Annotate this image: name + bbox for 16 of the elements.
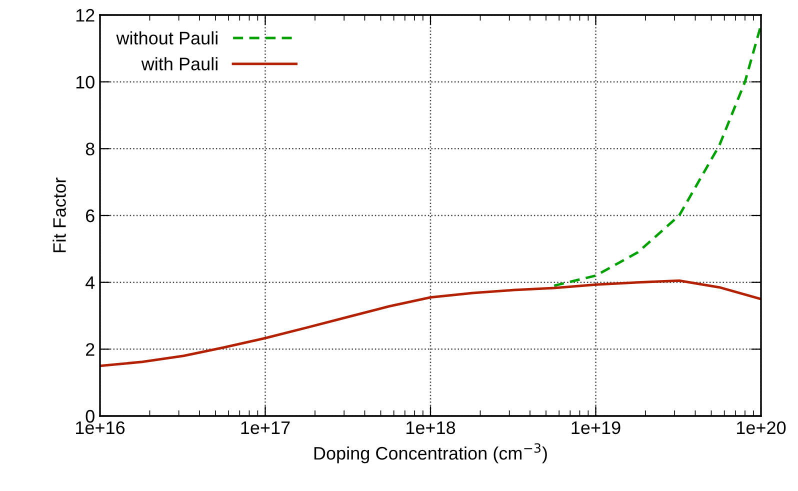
x-tick-label: 1e+18 [406,421,456,434]
y-tick-label: 0 [86,410,94,423]
legend-label: without Pauli [116,31,218,45]
y-axis-title: Fit Factor [52,178,66,252]
y-tick-label: 10 [76,76,94,89]
x-tick-label: 1e+20 [737,421,786,434]
x-tick-label: 1e+16 [76,421,125,434]
y-tick-label: 12 [76,8,94,22]
y-tick-label: 4 [86,276,95,289]
y-tick-label: 8 [86,142,94,156]
y-tick-label: 6 [86,209,94,222]
y-tick-label: 2 [86,343,94,356]
x-axis-title: Doping Concentration (cm$^{−3}$) [314,443,547,464]
legend-label: with Pauli [141,57,218,70]
x-tick-label: 1e+19 [572,421,620,434]
x-tick-label: 1e+17 [241,422,290,434]
